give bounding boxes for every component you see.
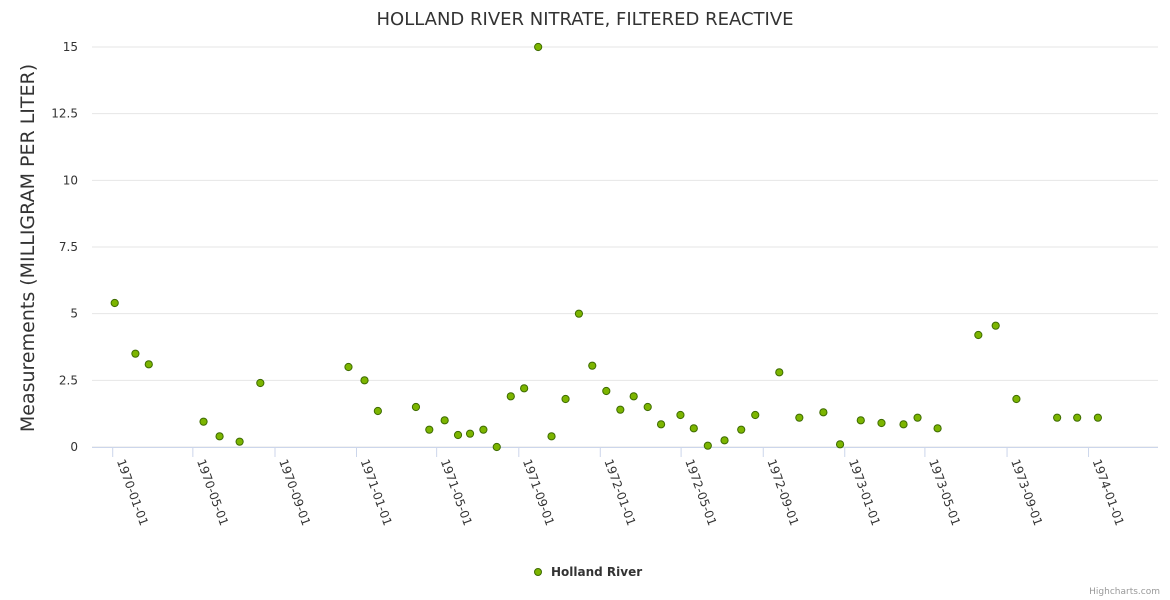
- data-point[interactable]: [689, 424, 698, 433]
- legend-marker-icon[interactable]: [534, 568, 542, 576]
- y-tick-label: 12.5: [51, 107, 78, 121]
- data-point[interactable]: [547, 432, 556, 441]
- data-point[interactable]: [199, 417, 208, 426]
- x-axis-ticks: 1970-01-01 1970-05-01 1970-09-01 1971-01-01…: [112, 447, 1127, 528]
- data-point[interactable]: [131, 349, 140, 358]
- data-point[interactable]: [991, 321, 1000, 330]
- data-point[interactable]: [506, 392, 515, 401]
- y-axis-label: Measurements (MILLIGRAM PER LITER): [17, 64, 39, 432]
- x-tick-label: 1972-09-01: [764, 457, 801, 527]
- data-point[interactable]: [795, 413, 804, 422]
- data-point[interactable]: [819, 408, 828, 417]
- x-tick-label: 1973-05-01: [926, 457, 963, 527]
- x-tick-label: 1972-01-01: [601, 457, 638, 527]
- data-point[interactable]: [256, 378, 265, 388]
- data-point[interactable]: [751, 410, 760, 420]
- data-point[interactable]: [110, 298, 119, 308]
- data-point[interactable]: [616, 405, 625, 414]
- y-tick-label: 10: [63, 173, 78, 187]
- data-point[interactable]: [676, 410, 685, 420]
- data-point[interactable]: [913, 413, 922, 422]
- legend-item-holland-river[interactable]: Holland River: [551, 565, 642, 579]
- y-tick-label: 7.5: [59, 240, 78, 254]
- data-point[interactable]: [629, 392, 638, 401]
- y-tick-label: 0: [70, 440, 78, 454]
- data-point[interactable]: [643, 402, 652, 412]
- data-point[interactable]: [877, 418, 886, 428]
- y-tick-label: 2.5: [59, 373, 78, 387]
- x-tick-label: 1974-01-01: [1090, 457, 1127, 527]
- data-points: [110, 42, 1102, 452]
- data-point[interactable]: [465, 429, 475, 438]
- data-point[interactable]: [360, 376, 369, 385]
- data-point[interactable]: [588, 361, 597, 370]
- data-point[interactable]: [561, 394, 570, 404]
- data-point[interactable]: [1093, 413, 1102, 422]
- data-point[interactable]: [492, 442, 501, 452]
- data-point[interactable]: [574, 309, 584, 318]
- data-point[interactable]: [933, 424, 942, 433]
- chart-title: HOLLAND RIVER NITRATE, FILTERED REACTIVE: [376, 9, 793, 30]
- x-tick-label: 1973-09-01: [1008, 457, 1045, 527]
- credits-link[interactable]: Highcharts.com: [1089, 587, 1160, 597]
- x-tick-label: 1970-05-01: [194, 457, 231, 527]
- data-point[interactable]: [1012, 394, 1021, 404]
- data-point[interactable]: [344, 362, 353, 372]
- data-point[interactable]: [534, 42, 543, 52]
- data-point[interactable]: [974, 330, 983, 340]
- y-axis-ticks: 0 2.5 5 7.5 10 12.5 15: [51, 40, 78, 454]
- x-tick-label: 1970-09-01: [276, 457, 313, 527]
- data-point[interactable]: [703, 441, 712, 450]
- data-point[interactable]: [453, 430, 463, 440]
- x-tick-label: 1973-01-01: [846, 457, 883, 527]
- data-point[interactable]: [440, 416, 449, 425]
- data-point[interactable]: [520, 384, 529, 393]
- x-tick-label: 1971-09-01: [520, 457, 557, 527]
- data-point[interactable]: [899, 420, 908, 429]
- x-tick-label: 1972-05-01: [682, 457, 719, 527]
- data-point[interactable]: [144, 360, 153, 369]
- y-grid: [92, 46, 1158, 448]
- legend[interactable]: Holland River: [534, 565, 643, 579]
- data-point[interactable]: [737, 425, 746, 434]
- x-tick-label: 1971-01-01: [358, 457, 395, 527]
- x-tick-label: 1970-01-01: [114, 457, 151, 527]
- data-point[interactable]: [411, 402, 421, 412]
- data-point[interactable]: [856, 416, 865, 425]
- y-tick-label: 15: [63, 40, 78, 54]
- y-tick-label: 5: [70, 307, 78, 321]
- data-point[interactable]: [835, 440, 845, 449]
- data-point[interactable]: [215, 432, 224, 441]
- data-point[interactable]: [235, 437, 244, 446]
- data-point[interactable]: [602, 386, 611, 396]
- data-point[interactable]: [720, 436, 729, 445]
- data-point[interactable]: [425, 425, 434, 434]
- data-point[interactable]: [479, 425, 488, 434]
- data-point[interactable]: [1073, 413, 1082, 422]
- x-tick-label: 1971-05-01: [438, 457, 475, 527]
- data-point[interactable]: [373, 406, 382, 416]
- data-point[interactable]: [1053, 413, 1062, 422]
- data-point[interactable]: [656, 420, 666, 429]
- data-point[interactable]: [775, 368, 784, 377]
